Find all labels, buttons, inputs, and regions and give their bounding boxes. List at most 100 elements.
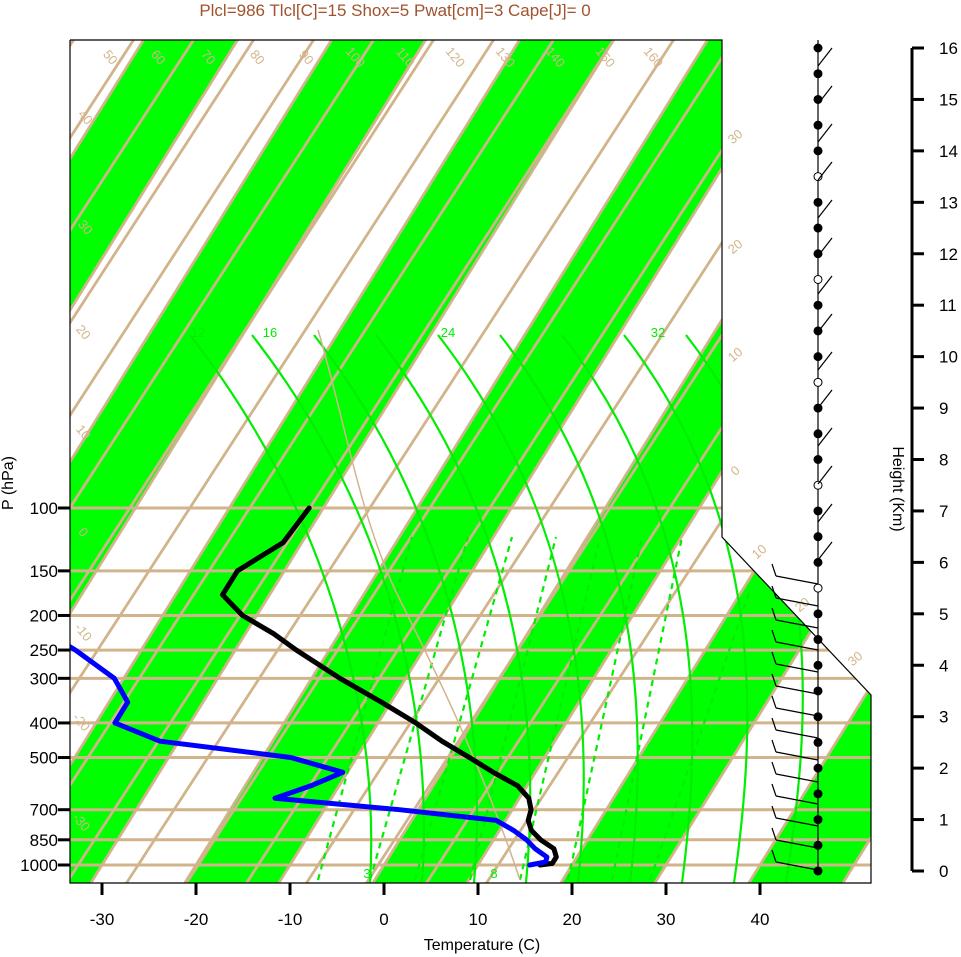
height-tick-label: 13 bbox=[939, 193, 958, 212]
left-grid-label: -10 bbox=[72, 620, 96, 644]
dry-adiabat-line bbox=[70, 40, 382, 883]
wind-barb bbox=[775, 817, 819, 827]
moist-adiabat-line bbox=[313, 334, 478, 883]
mixing-ratio-label: 32 bbox=[651, 325, 665, 340]
wind-barb-feather bbox=[771, 607, 777, 621]
wind-barb bbox=[817, 427, 833, 447]
wind-level-dot bbox=[813, 532, 823, 542]
dewpoint-profile-line bbox=[70, 505, 550, 868]
height-tick-label: 14 bbox=[939, 142, 958, 161]
wind-barb bbox=[817, 503, 833, 523]
wind-barb-feather bbox=[771, 673, 777, 687]
wind-barb bbox=[817, 47, 833, 67]
wind-barb bbox=[775, 751, 819, 761]
wind-level-dot bbox=[813, 840, 823, 850]
dry-adiabat-line bbox=[298, 40, 862, 883]
wind-barb bbox=[817, 123, 833, 143]
height-axis-title: Height (Km) bbox=[889, 446, 906, 531]
mixing-ratio-line bbox=[468, 536, 558, 881]
mixing-ratio-label: 12 bbox=[191, 325, 205, 340]
wind-level-dot bbox=[813, 249, 823, 259]
left-grid-label: -20 bbox=[70, 710, 94, 734]
wind-level-dot bbox=[813, 300, 823, 310]
temperature-profile-line bbox=[220, 505, 559, 868]
adiabat-label: 8 bbox=[490, 866, 497, 881]
wind-level-dot bbox=[813, 146, 823, 156]
wind-barb bbox=[775, 839, 819, 849]
wind-barb bbox=[817, 351, 833, 371]
height-tick-label: 0 bbox=[939, 862, 948, 881]
wind-level-dot bbox=[813, 763, 823, 773]
p-tick-label: 850 bbox=[30, 831, 58, 850]
wind-level-dot bbox=[813, 172, 823, 182]
wind-level-dot bbox=[813, 789, 823, 799]
mixing-ratio-line bbox=[518, 536, 602, 881]
x-tick-label: 20 bbox=[563, 910, 582, 929]
height-tick-label: 9 bbox=[939, 399, 948, 418]
wind-barb-feather bbox=[771, 717, 777, 731]
moist-adiabat-line bbox=[561, 334, 694, 883]
isotherm-line bbox=[735, 40, 871, 883]
dry-adiabat-line bbox=[238, 40, 802, 883]
wind-barb-feather bbox=[771, 783, 777, 797]
isotherm-line bbox=[70, 40, 534, 883]
height-tick-label: 12 bbox=[939, 245, 958, 264]
dry-adiabat-line bbox=[70, 40, 202, 883]
wind-barb bbox=[817, 275, 833, 295]
dry-adiabat-line bbox=[178, 40, 742, 883]
wind-level-dot bbox=[813, 609, 823, 619]
wind-level-dot bbox=[813, 429, 823, 439]
wind-barb bbox=[775, 795, 819, 805]
plot-frame bbox=[69, 39, 872, 884]
mixing-ratio-line bbox=[316, 536, 414, 881]
moist-adiabat-line bbox=[499, 334, 639, 883]
dry-adiabat-line bbox=[118, 40, 682, 883]
wind-level-dot bbox=[813, 120, 823, 130]
height-tick-label: 8 bbox=[939, 451, 948, 470]
mixing-ratio-line bbox=[413, 536, 514, 881]
wind-level-dot bbox=[813, 455, 823, 464]
wind-barb-feather bbox=[771, 585, 777, 599]
height-tick-label: 11 bbox=[939, 296, 957, 315]
wind-level-dot bbox=[813, 69, 823, 79]
wind-barb-feather bbox=[771, 805, 777, 819]
isotherm-line bbox=[641, 40, 871, 883]
height-tick-label: 3 bbox=[939, 708, 948, 727]
wind-level-dot bbox=[813, 480, 823, 490]
wind-barb bbox=[817, 313, 833, 333]
isotherm-label: 120 bbox=[443, 44, 468, 70]
p-tick-label: 150 bbox=[30, 562, 58, 581]
wind-barb-feather bbox=[771, 651, 777, 665]
wind-barb bbox=[817, 465, 833, 485]
p-tick-label: 100 bbox=[30, 499, 58, 518]
dry-adiabat-line bbox=[70, 40, 502, 883]
wind-level-dot bbox=[813, 557, 823, 567]
moist-band bbox=[70, 40, 250, 883]
adiabat-label: 3 bbox=[363, 866, 370, 881]
wind-barb bbox=[817, 541, 833, 561]
x-tick-label: 30 bbox=[657, 910, 676, 929]
wind-barb bbox=[775, 707, 819, 717]
right-grid-label: 0 bbox=[728, 462, 743, 478]
wind-barb-feather bbox=[771, 695, 777, 709]
wind-level-dot bbox=[813, 197, 823, 207]
wind-level-dot bbox=[813, 737, 823, 747]
height-tick-label: 7 bbox=[939, 502, 948, 521]
wind-profile bbox=[771, 40, 833, 876]
p-tick-label: 700 bbox=[30, 801, 58, 820]
moist-band bbox=[172, 40, 814, 883]
wind-barb-feather bbox=[771, 739, 777, 753]
x-tick-label: 40 bbox=[751, 910, 770, 929]
mixing-ratio-line bbox=[648, 589, 752, 881]
wind-barb bbox=[775, 663, 819, 673]
p-tick-label: 1000 bbox=[20, 856, 58, 875]
mixing-ratio-line bbox=[368, 536, 470, 881]
right-grid-label: 30 bbox=[845, 648, 866, 669]
wind-level-dot bbox=[813, 686, 823, 696]
height-tick-label: 4 bbox=[939, 656, 948, 675]
wind-level-dot bbox=[813, 43, 823, 53]
right-grid-label: 30 bbox=[725, 126, 746, 147]
wind-barb-feather bbox=[771, 563, 777, 577]
p-tick-label: 200 bbox=[30, 606, 58, 625]
dry-adiabat-line bbox=[70, 40, 562, 883]
